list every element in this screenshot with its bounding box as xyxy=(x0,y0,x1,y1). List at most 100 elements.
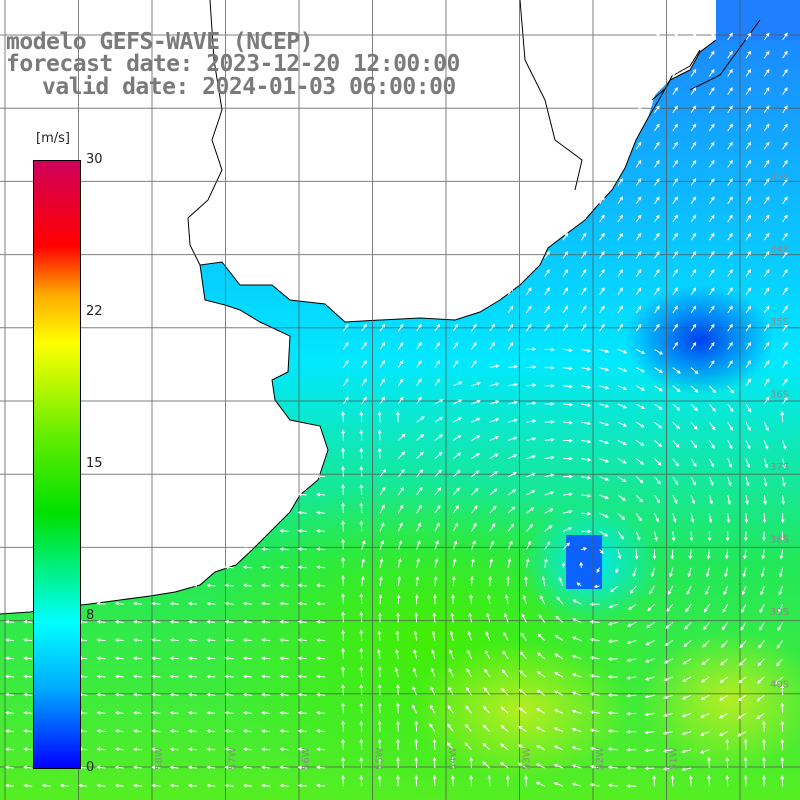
wind-arrow xyxy=(96,619,106,624)
wind-arrow xyxy=(342,360,349,368)
wind-arrow xyxy=(563,456,574,461)
wind-arrow xyxy=(554,635,564,642)
wind-arrow xyxy=(377,684,382,696)
wind-arrow xyxy=(626,676,637,680)
wind-arrow xyxy=(297,565,307,570)
wind-arrow xyxy=(708,513,713,524)
wind-arrow xyxy=(706,549,711,560)
wind-arrow xyxy=(562,214,569,223)
wind-arrow xyxy=(635,439,645,447)
wind-arrow xyxy=(670,775,675,787)
wind-arrow xyxy=(484,668,491,678)
wind-arrow xyxy=(544,269,550,277)
wind-arrow xyxy=(599,494,609,500)
wind-arrow xyxy=(4,638,15,642)
wind-arrow xyxy=(451,594,455,605)
wind-arrow xyxy=(316,638,326,642)
wind-arrow xyxy=(608,621,619,626)
wind-arrow xyxy=(361,540,366,550)
wind-arrow xyxy=(580,323,587,332)
wind-arrow xyxy=(379,540,384,550)
wind-arrow xyxy=(724,549,729,560)
wind-arrow xyxy=(114,638,124,642)
wind-arrow xyxy=(626,711,637,716)
wind-arrow xyxy=(489,364,500,369)
wind-arrow xyxy=(187,674,198,679)
wind-arrow xyxy=(396,702,400,714)
lat-label: 38S xyxy=(770,535,789,546)
wind-arrow xyxy=(341,665,345,678)
wind-arrow xyxy=(635,159,642,168)
wind-arrow xyxy=(727,360,733,368)
wind-arrow xyxy=(617,367,628,372)
wind-arrow xyxy=(663,712,673,717)
wind-arrow xyxy=(377,738,382,750)
wind-arrow xyxy=(449,630,454,641)
wind-arrow xyxy=(617,232,623,241)
wind-arrow xyxy=(708,250,715,259)
wind-arrow xyxy=(724,567,729,578)
wind-arrow xyxy=(626,784,637,788)
wind-arrow xyxy=(652,775,657,787)
wind-arrow xyxy=(690,421,698,430)
wind-arrow xyxy=(316,547,326,551)
wind-arrow xyxy=(482,742,491,751)
wind-arrow xyxy=(450,612,455,623)
wind-arrow xyxy=(644,748,655,753)
wind-arrow xyxy=(610,585,619,593)
wind-arrow xyxy=(540,595,546,605)
wind-arrow xyxy=(452,504,460,514)
wind-arrow xyxy=(224,619,234,624)
wind-arrow xyxy=(489,488,498,496)
wind-arrow xyxy=(447,723,454,732)
wind-arrow xyxy=(690,250,697,259)
wind-arrow xyxy=(745,196,752,205)
wind-arrow xyxy=(187,710,198,715)
wind-arrow xyxy=(341,447,345,459)
wind-arrow xyxy=(780,775,785,787)
wind-arrow xyxy=(589,692,600,696)
lon-label: 52W xyxy=(595,747,606,770)
wind-arrow xyxy=(690,440,698,449)
wind-arrow xyxy=(359,447,364,459)
wind-arrow xyxy=(536,652,546,660)
wind-arrow xyxy=(341,720,345,732)
wind-arrow xyxy=(261,638,271,642)
wind-arrow xyxy=(504,613,509,623)
lon-label: 53W xyxy=(522,747,533,770)
wind-arrow xyxy=(379,323,386,332)
wind-arrow xyxy=(261,619,271,624)
valid-date: valid date: 2024-01-03 06:00:00 xyxy=(42,74,456,100)
wind-arrow xyxy=(23,729,33,733)
wind-arrow xyxy=(471,557,475,568)
wind-arrow xyxy=(702,622,710,631)
wind-arrow xyxy=(617,250,623,259)
wind-arrow xyxy=(414,720,419,732)
wind-arrow xyxy=(434,487,442,496)
wind-arrow xyxy=(554,672,564,678)
wind-arrow xyxy=(341,411,345,423)
wind-arrow xyxy=(745,159,752,168)
colorbar-tick-15: 15 xyxy=(86,456,103,471)
wind-arrow xyxy=(359,684,364,696)
wind-arrow xyxy=(396,594,401,605)
wind-arrow xyxy=(361,323,367,332)
wind-arrow xyxy=(763,421,769,432)
wind-arrow xyxy=(599,512,609,518)
wind-arrow xyxy=(206,729,216,733)
wind-arrow xyxy=(242,674,252,679)
wind-arrow xyxy=(297,729,307,733)
wind-arrow xyxy=(635,512,642,522)
wind-arrow xyxy=(763,50,770,59)
wind-arrow xyxy=(507,341,514,350)
wind-arrow xyxy=(429,723,436,732)
wind-arrow xyxy=(599,476,609,481)
wind-arrow xyxy=(654,305,660,314)
wind-arrow xyxy=(745,476,750,487)
wind-arrow xyxy=(489,453,499,460)
wind-arrow xyxy=(607,783,618,788)
wind-arrow xyxy=(151,601,161,606)
wind-arrow xyxy=(690,50,697,59)
wind-arrow xyxy=(727,250,733,259)
wind-arrow xyxy=(133,765,143,770)
